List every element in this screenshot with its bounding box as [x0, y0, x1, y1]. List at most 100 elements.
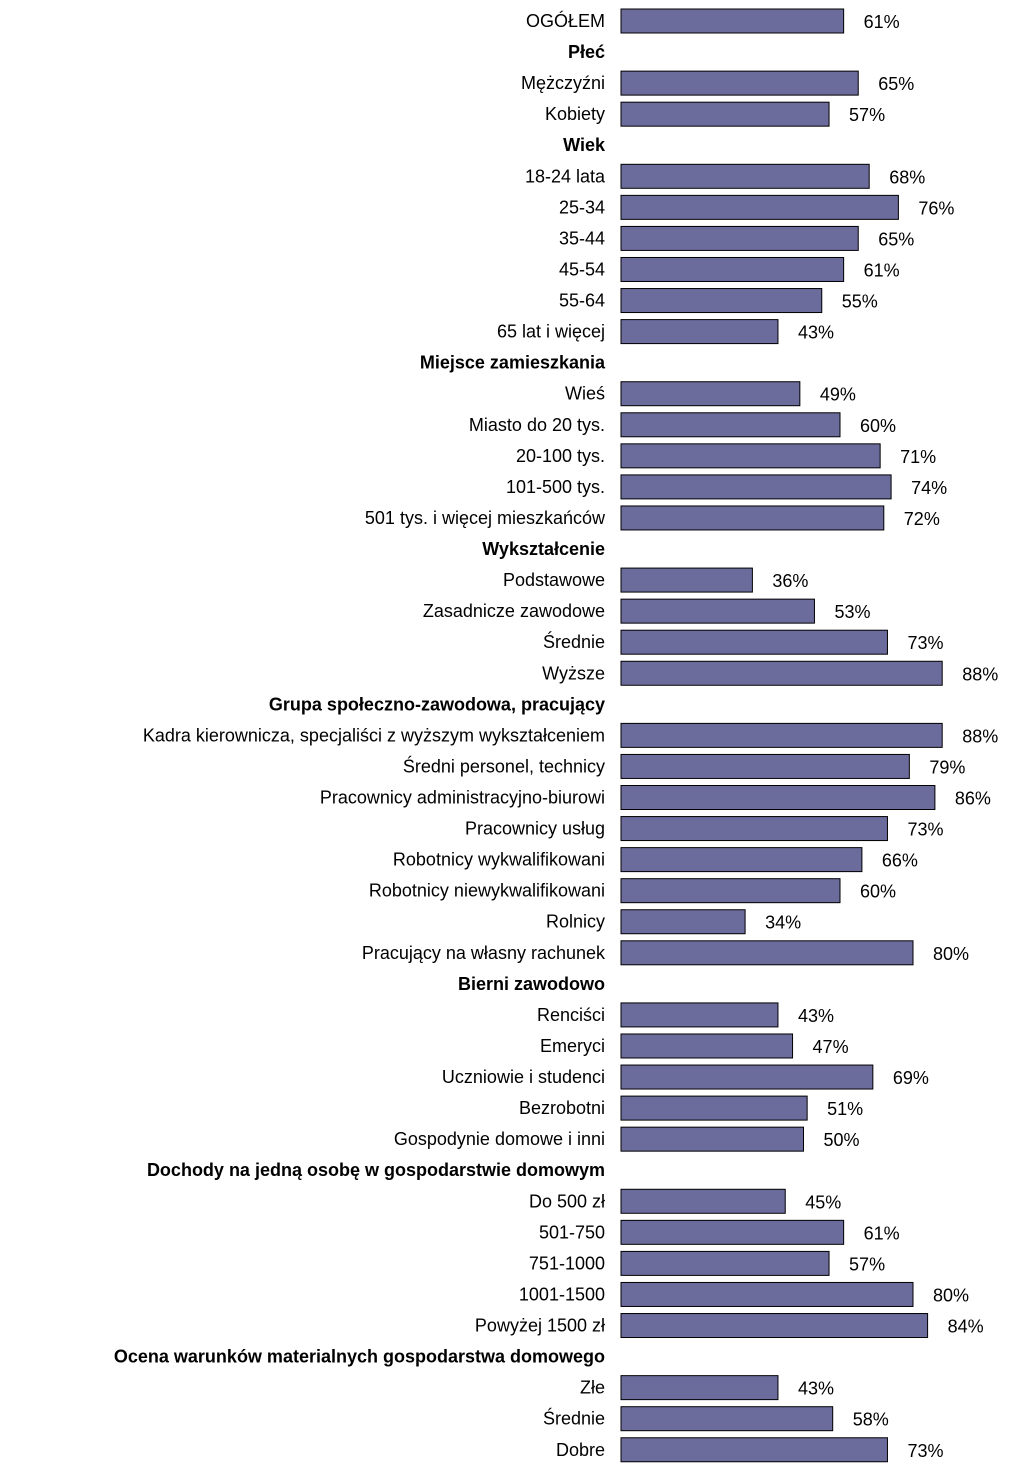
- group-heading: Płeć: [568, 42, 605, 62]
- bar: [620, 1437, 888, 1463]
- bar: [620, 1313, 929, 1339]
- bar: [620, 256, 845, 282]
- group-heading: Grupa społeczno-zawodowa, pracujący: [269, 694, 605, 714]
- value-label: 58%: [853, 1410, 889, 1430]
- bar: [620, 660, 943, 686]
- category-label: Robotnicy niewykwalifikowani: [369, 881, 605, 901]
- value-label: 61%: [864, 12, 900, 32]
- category-label: Podstawowe: [503, 570, 605, 590]
- value-label: 72%: [904, 509, 940, 529]
- value-label: 88%: [962, 726, 998, 746]
- category-label: 55-64: [559, 291, 605, 311]
- value-label: 57%: [849, 105, 885, 125]
- group-heading: Miejsce zamieszkania: [420, 353, 606, 373]
- bar: [620, 163, 870, 189]
- value-label: 68%: [889, 167, 925, 187]
- value-label: 65%: [878, 74, 914, 94]
- group-heading: Dochody na jedną osobę w gospodarstwie d…: [147, 1160, 605, 1180]
- value-label: 69%: [893, 1068, 929, 1088]
- bar: [620, 1406, 834, 1432]
- bar: [620, 194, 899, 220]
- value-label: 55%: [842, 292, 878, 312]
- bar: [620, 319, 779, 345]
- value-label: 57%: [849, 1254, 885, 1274]
- bar: [620, 70, 859, 96]
- bar: [620, 1095, 808, 1121]
- category-label: Bezrobotni: [519, 1098, 605, 1118]
- category-label: Średnie: [543, 631, 605, 652]
- category-label: Emeryci: [540, 1036, 605, 1056]
- category-label: Średnie: [543, 1408, 605, 1429]
- category-label: 18-24 lata: [525, 166, 606, 186]
- category-label: Uczniowie i studenci: [442, 1067, 605, 1087]
- value-label: 88%: [962, 664, 998, 684]
- bar: [620, 1064, 874, 1090]
- bar: [620, 225, 859, 251]
- bar: [620, 8, 845, 34]
- category-label: 751-1000: [529, 1253, 605, 1273]
- category-label: Kobiety: [545, 104, 605, 124]
- category-label: Mężczyźni: [521, 73, 605, 93]
- value-label: 43%: [798, 1006, 834, 1026]
- value-label: 61%: [864, 260, 900, 280]
- group-heading: Ocena warunków materialnych gospodarstwa…: [114, 1347, 605, 1367]
- bar: [620, 288, 823, 314]
- value-label: 60%: [860, 882, 896, 902]
- category-label: Rolnicy: [546, 912, 605, 932]
- value-label: 74%: [911, 478, 947, 498]
- bar: [620, 1126, 804, 1152]
- value-label: 43%: [798, 1379, 834, 1399]
- bar: [620, 567, 753, 593]
- bar: [620, 1033, 794, 1059]
- bar: [620, 381, 801, 407]
- value-label: 86%: [955, 789, 991, 809]
- bar: [620, 101, 830, 127]
- chart-rows: OGÓŁEM 61% Płeć Mężczyźni 65% Kobiety 57% Wiek 1…: [114, 8, 998, 1463]
- bar: [620, 940, 914, 966]
- bar: [620, 1002, 779, 1028]
- value-label: 60%: [860, 416, 896, 436]
- category-label: Zasadnicze zawodowe: [423, 601, 605, 621]
- category-label: 20-100 tys.: [516, 446, 605, 466]
- bar: [620, 722, 943, 748]
- value-label: 71%: [900, 447, 936, 467]
- bar: [620, 443, 881, 469]
- value-label: 50%: [824, 1130, 860, 1150]
- value-label: 43%: [798, 323, 834, 343]
- bar: [620, 629, 888, 655]
- value-label: 45%: [805, 1192, 841, 1212]
- bar: [620, 1375, 779, 1401]
- value-label: 76%: [918, 198, 954, 218]
- bar: [620, 412, 841, 438]
- bar: [620, 753, 910, 779]
- category-label: Złe: [580, 1378, 605, 1398]
- value-label: 84%: [948, 1317, 984, 1337]
- bar: [620, 1250, 830, 1276]
- value-label: 34%: [765, 913, 801, 933]
- value-label: 36%: [772, 571, 808, 591]
- value-label: 51%: [827, 1099, 863, 1119]
- category-label: Wyższe: [542, 663, 605, 683]
- category-label: Kadra kierownicza, specjaliści z wyższym…: [143, 725, 605, 745]
- value-label: 61%: [864, 1223, 900, 1243]
- category-label: 45-54: [559, 259, 605, 279]
- category-label: Robotnicy wykwalifikowani: [393, 850, 605, 870]
- value-label: 49%: [820, 385, 856, 405]
- group-heading: Bierni zawodowo: [458, 974, 605, 994]
- category-label: 65 lat i więcej: [497, 322, 605, 342]
- category-label: 101-500 tys.: [506, 477, 605, 497]
- bar: [620, 505, 885, 531]
- bar: [620, 878, 841, 904]
- value-label: 53%: [834, 602, 870, 622]
- value-label: 80%: [933, 1285, 969, 1305]
- category-label: Dobre: [556, 1440, 605, 1460]
- category-label: Miasto do 20 tys.: [469, 415, 605, 435]
- group-heading: Wykształcenie: [482, 539, 605, 559]
- value-label: 80%: [933, 944, 969, 964]
- group-heading: Wiek: [563, 135, 606, 155]
- category-label: 501 tys. i więcej mieszkańców: [365, 508, 606, 528]
- bar: [620, 1281, 914, 1307]
- value-label: 66%: [882, 851, 918, 871]
- category-label: Pracownicy administracyjno-biurowi: [320, 788, 605, 808]
